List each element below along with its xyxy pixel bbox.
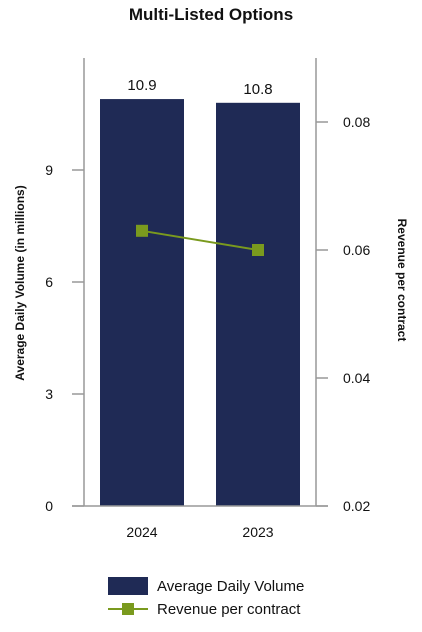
left-axis-label: Average Daily Volume (in millions) <box>13 185 27 380</box>
bar-2023 <box>216 102 300 507</box>
left-tick-label: 9 <box>45 162 53 178</box>
right-tick-label: 0.06 <box>343 242 370 258</box>
x-tick-label-2024: 2024 <box>126 524 157 540</box>
left-tick-label: 6 <box>45 274 53 290</box>
left-tick-label: 3 <box>45 386 53 402</box>
plot-area: 10.9 10.8 0 3 6 9 0.02 0.04 0.06 0.08 2024 2023 <box>45 58 370 540</box>
bars-group <box>100 99 300 507</box>
bar-2024 <box>100 99 184 507</box>
legend-bar-swatch <box>108 577 148 595</box>
legend-label-revenue: Revenue per contract <box>157 601 301 618</box>
right-tick-label: 0.02 <box>343 498 370 514</box>
chart-title: Multi-Listed Options <box>129 5 293 24</box>
left-tick-label: 0 <box>45 498 53 514</box>
legend: Average Daily Volume Revenue per contrac… <box>108 577 304 618</box>
right-axis-label: Revenue per contract <box>395 219 409 342</box>
right-tick-label: 0.08 <box>343 114 370 130</box>
legend-marker-swatch <box>122 603 134 615</box>
right-axis-ticks: 0.02 0.04 0.06 0.08 <box>316 114 370 514</box>
bar-value-label-2024: 10.9 <box>127 77 156 94</box>
right-tick-label: 0.04 <box>343 370 370 386</box>
revenue-point-2024 <box>136 224 148 237</box>
legend-label-volume: Average Daily Volume <box>157 578 304 595</box>
revenue-line <box>141 229 259 251</box>
x-tick-label-2023: 2023 <box>242 524 273 540</box>
x-axis-ticks: 2024 2023 <box>126 524 273 540</box>
left-axis-ticks: 0 3 6 9 <box>45 162 84 514</box>
revenue-point-2023 <box>252 244 264 256</box>
bar-labels-group: 10.9 10.8 <box>127 77 272 98</box>
revenue-line-series <box>136 224 264 256</box>
bar-value-label-2023: 10.8 <box>243 81 272 98</box>
